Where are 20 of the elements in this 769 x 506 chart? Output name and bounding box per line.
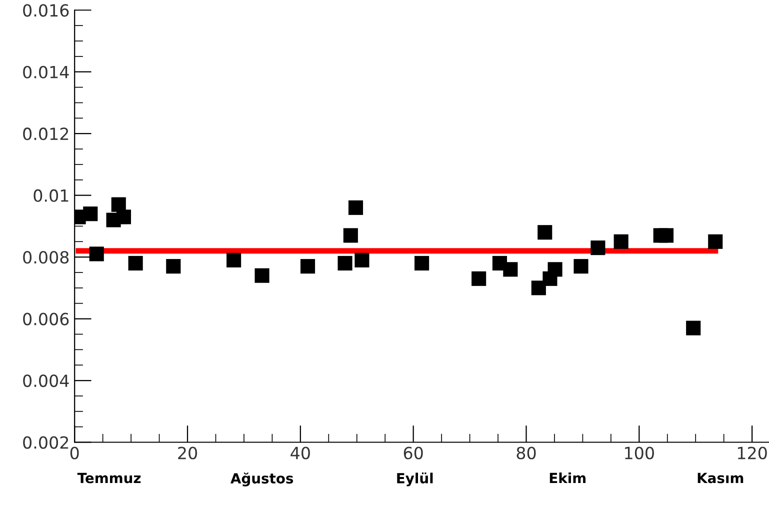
y-tick-label: 0.006: [23, 312, 69, 326]
text: Ekim: [550, 472, 586, 484]
x-tick-label: 40: [290, 446, 310, 460]
text: Ağustos: [230, 472, 294, 486]
x-tick-label: 20: [178, 446, 197, 460]
y-tick-label: 0.016: [23, 4, 69, 17]
x-tick-label: 80: [516, 446, 536, 460]
y-tick-label: 0.014: [23, 66, 69, 78]
x-tick-label: 0: [70, 446, 79, 460]
y-tick-label: 0.004: [23, 374, 69, 388]
y-tick-label: 0.01: [34, 189, 68, 202]
y-tick-label: 0.008: [23, 251, 69, 264]
text: Kasım: [698, 472, 744, 484]
x-tick-label: 100: [625, 446, 654, 460]
text: Eylül: [397, 472, 433, 486]
x-tick-label: 60: [404, 446, 423, 460]
y-tick-label: 0.012: [23, 128, 68, 140]
text: Temmuz: [77, 472, 141, 484]
y-tick-label: 0.002: [23, 436, 68, 449]
x-tick-label: 120: [738, 446, 767, 460]
